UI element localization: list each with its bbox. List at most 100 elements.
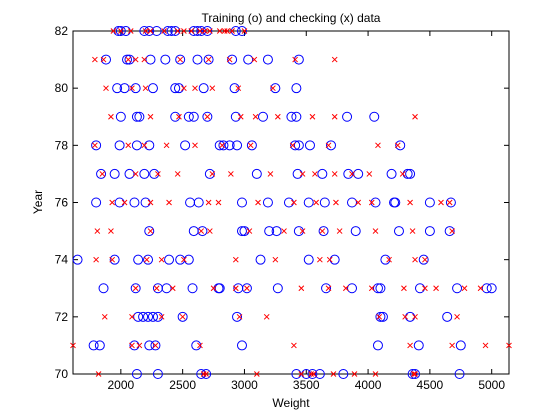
training-point: [251, 168, 262, 179]
checking-point: [274, 113, 281, 120]
checking-point: [177, 56, 184, 63]
training-point: [202, 26, 213, 36]
checking-point: [281, 228, 287, 234]
training-point: [133, 254, 144, 265]
training-point: [236, 226, 247, 237]
training-point: [191, 340, 202, 351]
training-point: [170, 83, 181, 94]
checking-point: [386, 256, 392, 263]
y-axis-label: Year: [31, 190, 45, 214]
checking-point: [410, 371, 417, 377]
checking-point: [103, 85, 109, 92]
checking-point: [291, 199, 297, 206]
checking-point: [163, 142, 170, 149]
checking-point: [210, 285, 217, 292]
checking-point: [197, 28, 203, 34]
training-point: [109, 168, 120, 179]
checking-point: [298, 285, 305, 292]
x-tick-label: 3000: [231, 378, 258, 392]
checking-point: [317, 256, 323, 263]
checking-point: [289, 142, 296, 149]
training-point: [286, 111, 297, 122]
training-point: [133, 311, 144, 322]
checking-point: [143, 256, 150, 263]
training-point: [170, 111, 181, 122]
checking-point: [181, 28, 187, 34]
training-point: [393, 226, 404, 237]
training-point: [304, 140, 315, 151]
checking-point: [95, 371, 102, 377]
training-point: [115, 26, 126, 36]
checking-point: [372, 228, 379, 234]
training-point: [138, 311, 149, 322]
training-point: [303, 197, 314, 208]
checking-point: [132, 171, 139, 177]
checking-point: [117, 28, 124, 34]
training-point: [131, 369, 142, 379]
checking-point: [246, 228, 253, 234]
x-tick-label: 2500: [169, 378, 196, 392]
training-point: [347, 197, 358, 208]
training-point: [375, 311, 386, 322]
training-point: [203, 54, 214, 65]
checking-point: [336, 228, 343, 234]
training-point: [119, 83, 130, 94]
checking-point: [129, 342, 135, 349]
training-point: [218, 140, 229, 151]
training-point: [455, 340, 466, 351]
training-point: [405, 168, 416, 179]
checking-point: [129, 313, 135, 320]
training-point: [255, 254, 266, 265]
checking-point: [221, 28, 228, 34]
checking-point: [310, 371, 317, 377]
training-point: [175, 54, 186, 65]
training-point: [291, 111, 302, 122]
y-tick-label: 76: [55, 196, 69, 210]
training-point: [187, 283, 198, 294]
plot-area: [72, 30, 510, 375]
checking-point: [203, 371, 209, 377]
checking-point: [368, 285, 375, 292]
training-point: [180, 140, 191, 151]
checking-point: [449, 342, 455, 349]
tick-labels: 2000 2500 3000 3500 4000 4500 5000 70 72 74 76 78 80…: [55, 24, 506, 392]
training-point: [197, 226, 208, 237]
training-point: [201, 369, 212, 379]
training-point: [338, 369, 349, 379]
y-tick-label: 78: [55, 138, 69, 152]
training-point: [407, 369, 418, 379]
training-point: [144, 26, 155, 36]
training-point: [342, 111, 353, 122]
checking-point: [147, 113, 154, 120]
training-point: [481, 283, 492, 294]
checking-point: [394, 142, 401, 149]
checking-point: [205, 56, 212, 63]
training-point: [124, 168, 135, 179]
training-point: [139, 26, 150, 36]
training-point: [307, 369, 318, 379]
checking-point: [109, 256, 116, 263]
training-point: [115, 111, 126, 122]
training-point: [236, 340, 247, 351]
y-tick-label: 74: [55, 253, 69, 267]
checking-point: [147, 28, 154, 34]
x-tick-label: 3500: [293, 378, 320, 392]
training-point: [227, 54, 238, 65]
checking-point: [125, 56, 132, 63]
checking-point: [251, 56, 258, 63]
training-point: [151, 26, 162, 36]
training-point: [96, 168, 107, 179]
checking-point: [267, 171, 274, 177]
training-point: [350, 226, 361, 237]
training-point: [122, 54, 133, 65]
checking-point: [407, 199, 413, 206]
checking-point: [153, 285, 160, 292]
checking-point: [368, 199, 375, 206]
training-point: [445, 197, 456, 208]
training-point: [386, 168, 397, 179]
training-point: [192, 54, 203, 65]
training-point: [193, 197, 204, 208]
checking-point: [309, 113, 316, 120]
training-point: [101, 54, 112, 65]
checking-point: [188, 28, 195, 34]
